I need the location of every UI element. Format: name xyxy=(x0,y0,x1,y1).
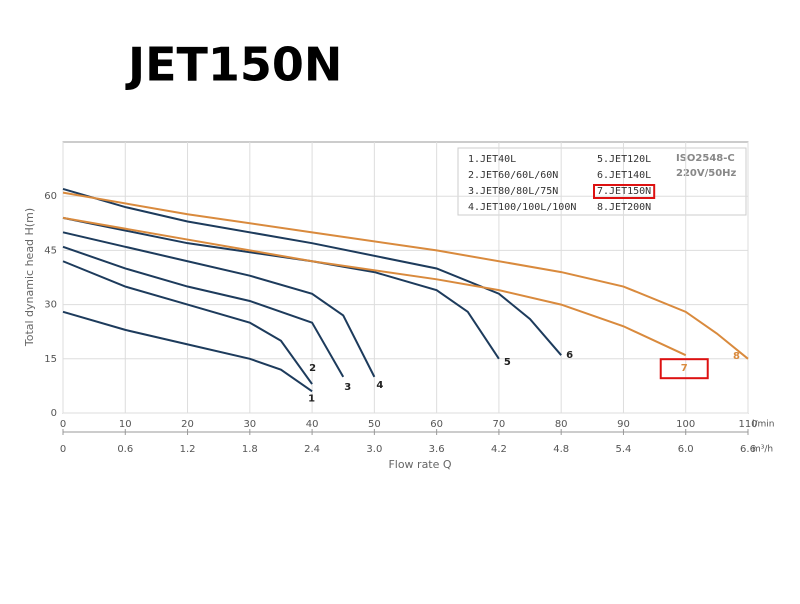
x2-tick-label: 3.6 xyxy=(429,444,445,455)
curve-label: 5 xyxy=(504,357,511,368)
curve-label: 4 xyxy=(376,380,383,391)
curve-label: 6 xyxy=(566,350,573,361)
legend-entry: 6.JET140L xyxy=(597,170,651,181)
curve xyxy=(62,310,313,393)
y-tick-label: 15 xyxy=(44,354,57,365)
x2-tick-label: 1.2 xyxy=(180,444,196,455)
x-tick-label: 100 xyxy=(676,419,695,430)
x2-tick-label: 2.4 xyxy=(304,444,320,455)
legend-box xyxy=(457,147,747,216)
chart-title: JET150N xyxy=(125,38,342,92)
x2-tick-label: 6.6 xyxy=(740,444,756,455)
x-tick-label: 110 xyxy=(738,419,757,430)
x-tick-label: 70 xyxy=(493,419,506,430)
note: 220V/50Hz xyxy=(676,168,737,179)
x2-tick-label: 3.0 xyxy=(366,444,382,455)
x2-tick-label: 4.8 xyxy=(553,444,569,455)
curve xyxy=(62,245,345,378)
legend-entry: 8.JET200N xyxy=(597,202,651,213)
x2-tick-label: 4.2 xyxy=(491,444,507,455)
x-tick-label: 60 xyxy=(430,419,443,430)
legend-entry: 1.JET40L xyxy=(468,154,516,165)
x2-tick-label: 6.0 xyxy=(678,444,694,455)
x2-unit: m³/h xyxy=(752,445,773,455)
curve-label: 8 xyxy=(733,351,740,362)
x-tick-label: 20 xyxy=(181,419,194,430)
x-tick-label: 50 xyxy=(368,419,381,430)
curve xyxy=(62,216,687,357)
x-axis-label: Flow rate Q xyxy=(388,458,451,471)
x2-tick-label: 0 xyxy=(60,444,66,455)
curve-label: 3 xyxy=(344,382,351,393)
x-tick-label: 90 xyxy=(617,419,630,430)
curve-label: 7 xyxy=(681,363,688,374)
legend-entry: 4.JET100/100L/100N xyxy=(468,202,576,213)
curve-label: 1 xyxy=(308,393,315,404)
y-axis-label: Total dynamic head H(m) xyxy=(23,208,36,347)
x-tick-label: 40 xyxy=(306,419,319,430)
legend-entry: 5.JET120L xyxy=(597,154,651,165)
curve-label: 2 xyxy=(309,363,316,374)
x2-tick-label: 1.8 xyxy=(242,444,258,455)
x-tick-label: 80 xyxy=(555,419,568,430)
y-tick-label: 0 xyxy=(51,408,57,419)
x2-tick-label: 5.4 xyxy=(616,444,632,455)
curve xyxy=(62,191,749,360)
curve xyxy=(62,260,313,385)
x2-tick-label: 0.6 xyxy=(117,444,133,455)
y-tick-label: 45 xyxy=(44,245,57,256)
note: ISO2548-C xyxy=(676,153,735,164)
legend-entry: 7.JET150N xyxy=(597,186,651,197)
x-tick-label: 30 xyxy=(243,419,256,430)
highlight-box xyxy=(659,358,709,380)
y-tick-label: 30 xyxy=(44,300,57,311)
highlight-box xyxy=(593,184,656,199)
curve xyxy=(62,216,500,360)
y-tick-label: 60 xyxy=(44,191,57,202)
legend-entry: 2.JET60/60L/60N xyxy=(468,170,558,181)
curve xyxy=(62,231,376,378)
x-tick-label: 0 xyxy=(60,419,66,430)
x-unit: l/min xyxy=(752,420,775,430)
curve xyxy=(62,188,562,356)
legend-entry: 3.JET80/80L/75N xyxy=(468,186,558,197)
x-tick-label: 10 xyxy=(119,419,132,430)
